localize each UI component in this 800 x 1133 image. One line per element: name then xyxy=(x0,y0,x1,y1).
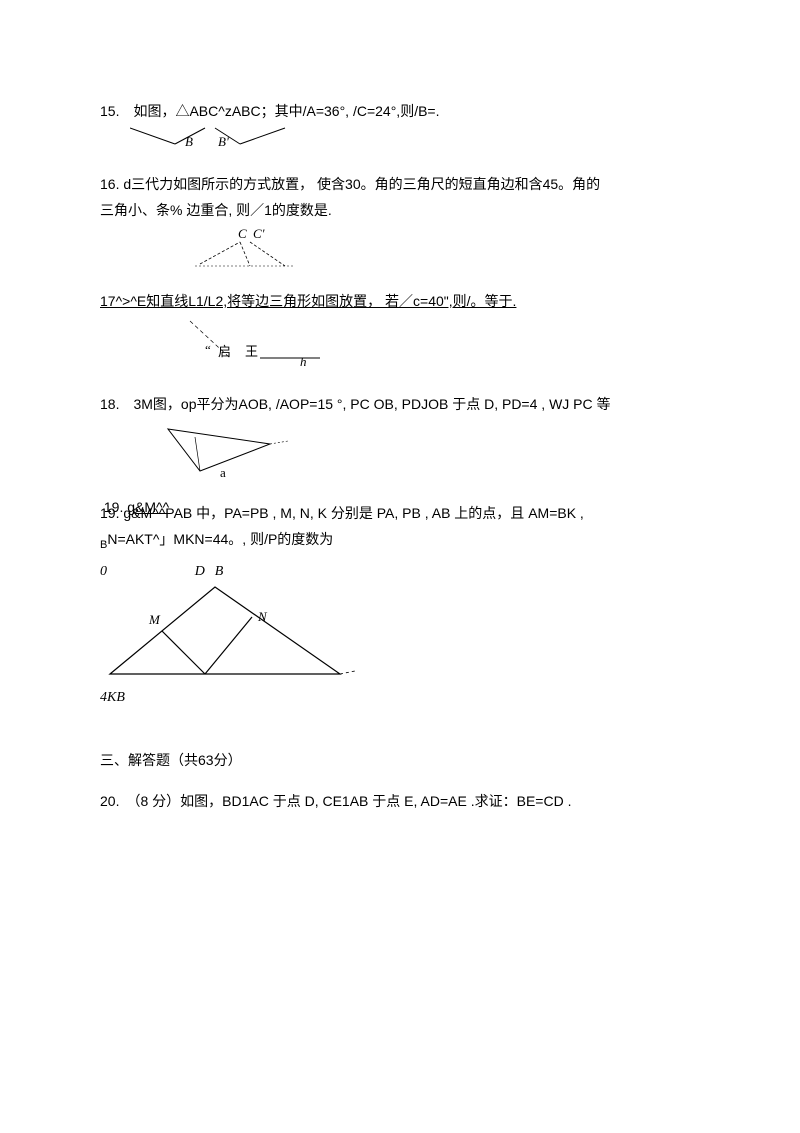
label-d: D xyxy=(195,564,205,579)
label-n: N xyxy=(257,609,268,624)
q20-text: 20. （8 分）如图，BD1AC 于点 D, CE1AB 于点 E, AD=A… xyxy=(100,790,710,812)
section3-title: 三、解答题（共63分） xyxy=(100,750,710,770)
label-qi: 启 xyxy=(218,344,231,359)
q19-figure: M N xyxy=(100,579,710,695)
label-quote: “ xyxy=(205,342,211,357)
label-m: M xyxy=(148,612,161,627)
q16-figure: C C' xyxy=(190,226,710,280)
q15-figure: B B' xyxy=(130,126,710,162)
label-zero: 0 xyxy=(100,564,107,579)
label-cp: C' xyxy=(253,226,265,241)
label-4kb: 4KB xyxy=(100,690,125,705)
label-b: B xyxy=(185,134,193,149)
q19-line1b: 19. g&M^^PAB 中，PA=PB , M, N, K 分别是 PA, P… xyxy=(100,502,710,524)
label-b2: B xyxy=(215,564,224,579)
label-h: h xyxy=(300,354,307,369)
label-c: C xyxy=(238,226,247,241)
q19-line2: BN=AKT^」MKN=44。, 则/P的度数为 xyxy=(100,528,710,554)
q15-text: 15. 如图，△ABC^zABC；其中/A=36°, /C=24°,则/B=. xyxy=(100,100,710,122)
q17-figure: “ 启 王 h xyxy=(170,316,710,382)
label-bp: B' xyxy=(218,134,229,149)
q18-figure: a xyxy=(160,419,710,485)
q16-line1: 16. d三代力如图所示的方式放置， 使含30。角的三角尺的短直角边和含45。角… xyxy=(100,173,710,195)
label-wang: 王 xyxy=(245,344,258,359)
label-a: a xyxy=(220,465,226,479)
q17-text: 17^>^E知直线L1/L2,将等边三角形如图放置， 若／c=40",则/。等于… xyxy=(100,290,710,312)
q16-line2: 三角小、条% 边重合, 则／1的度数是. xyxy=(100,199,710,221)
q18-text: 18. 3M图，op平分为AOB, /AOP=15 °, PC OB, PDJO… xyxy=(100,393,710,415)
